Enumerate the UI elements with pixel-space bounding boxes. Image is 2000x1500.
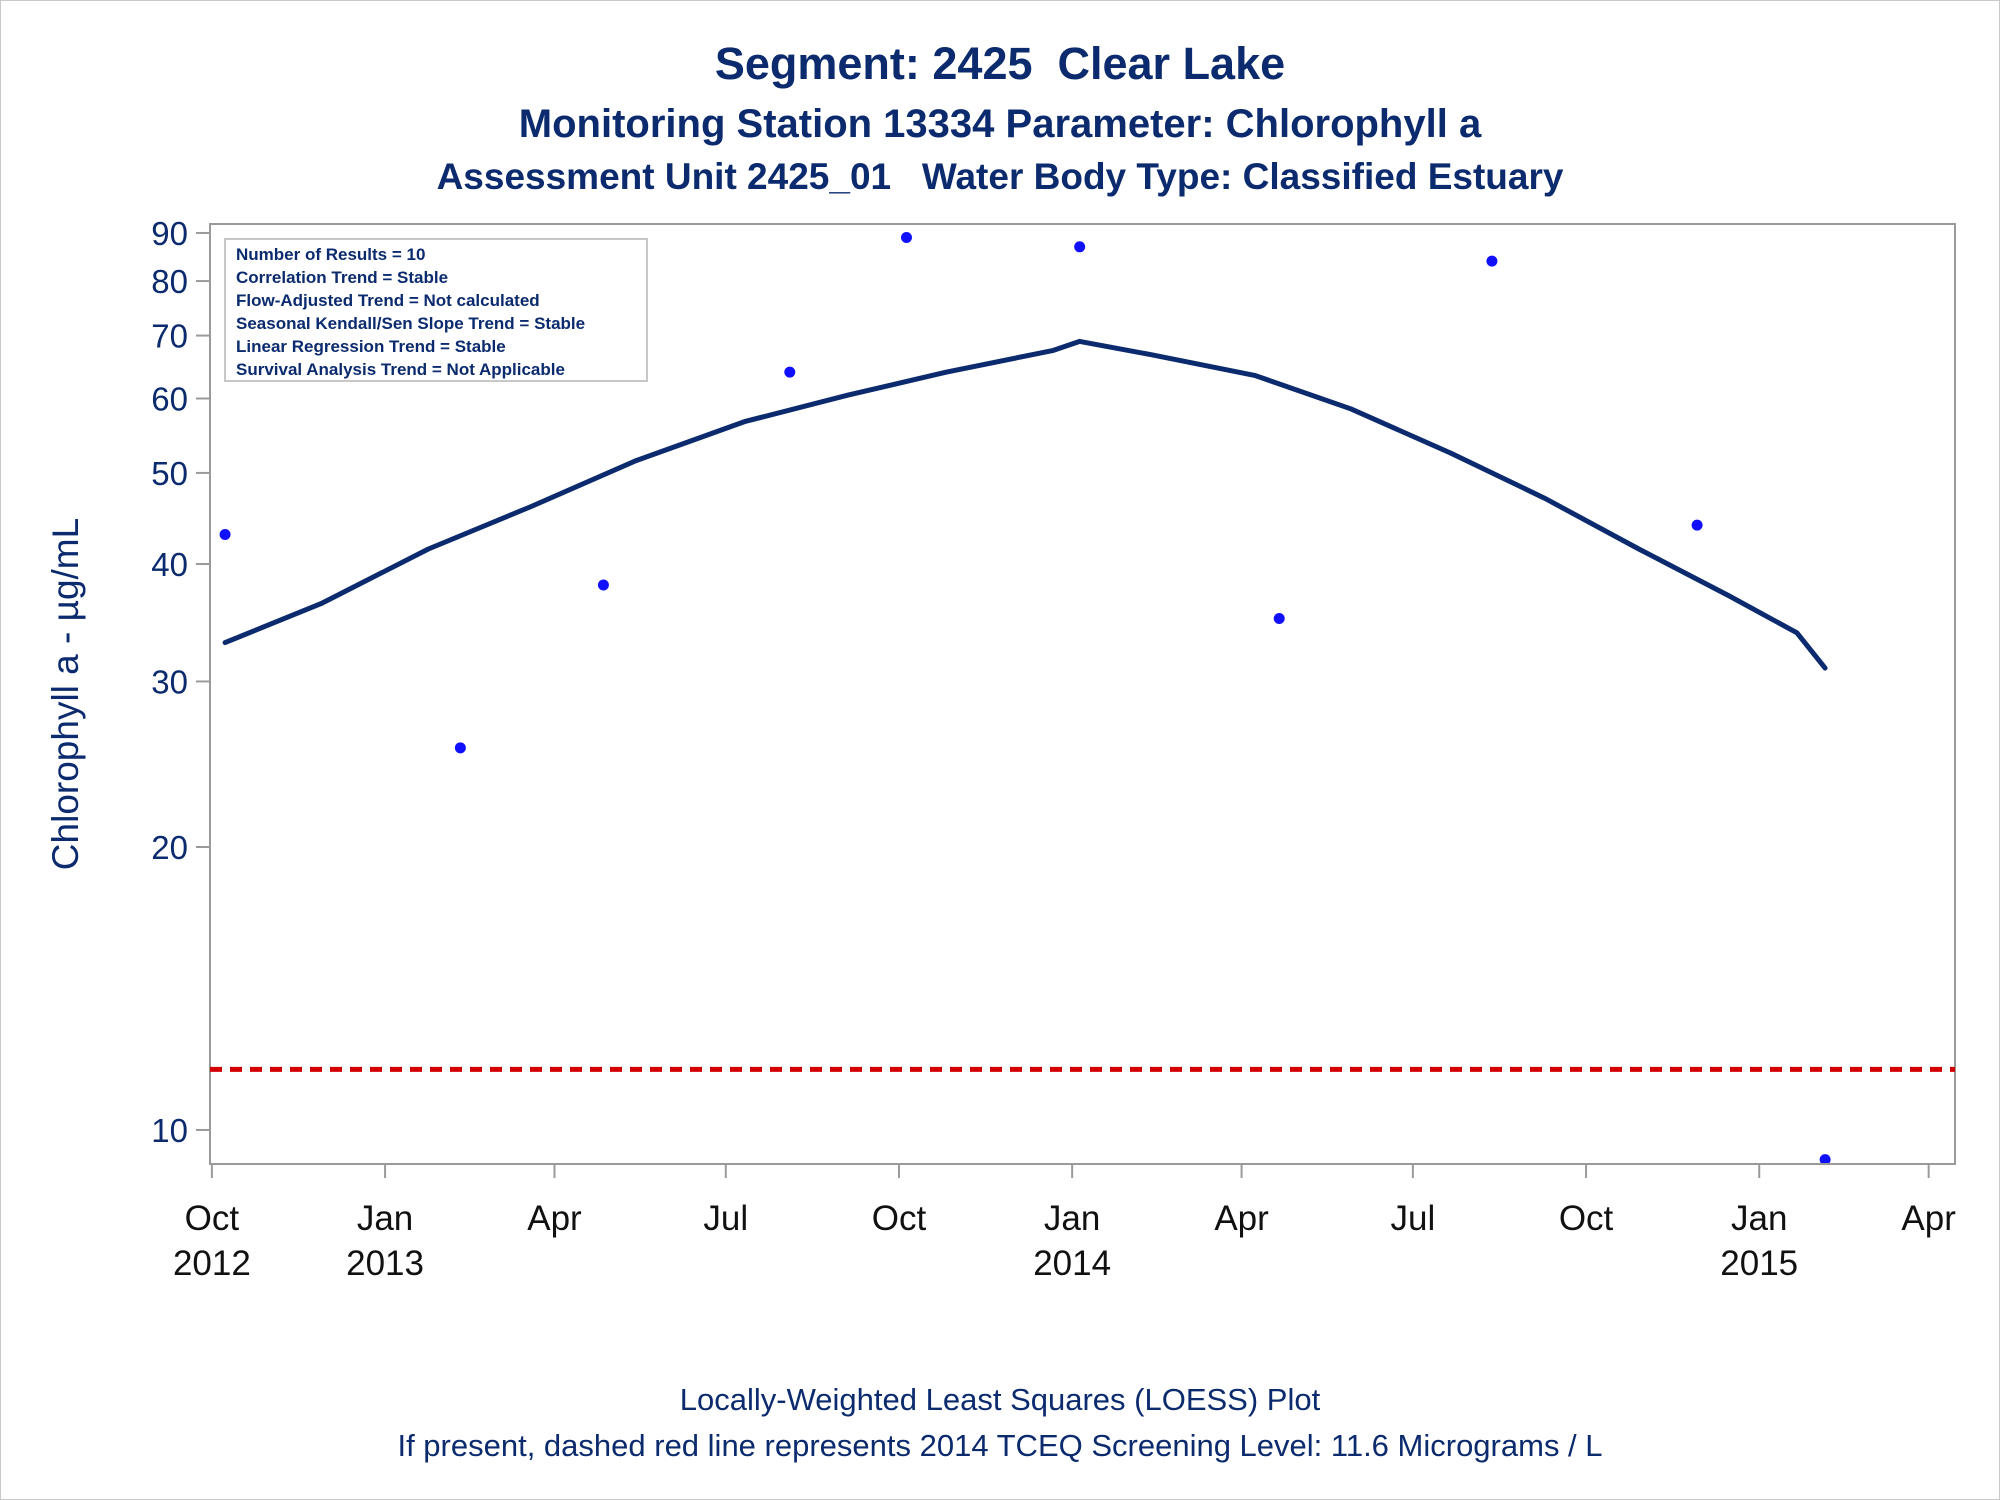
stats-line-3: Seasonal Kendall/Sen Slope Trend = Stabl… <box>236 314 585 333</box>
y-tick-label-70: 70 <box>151 318 188 355</box>
x-tick-label-0: Oct <box>185 1199 240 1238</box>
loess-layer <box>222 338 1828 671</box>
footnote-screening: If present, dashed red line represents 2… <box>397 1428 1603 1463</box>
data-point-3 <box>784 366 796 378</box>
x-tick-label-1: Jan <box>357 1199 413 1238</box>
y-tick-label-20: 20 <box>151 829 188 866</box>
y-axis: 10 20 30 40 50 60 70 80 90 <box>151 215 210 1149</box>
stats-line-4: Linear Regression Trend = Stable <box>236 337 506 356</box>
x-tick-label-10: Apr <box>1901 1199 1956 1238</box>
chart-subtitle: Monitoring Station 13334 Parameter: Chlo… <box>518 102 1482 146</box>
y-tick-label-60: 60 <box>151 380 188 417</box>
stats-line-1: Correlation Trend = Stable <box>236 268 448 287</box>
stats-line-5: Survival Analysis Trend = Not Applicable <box>236 360 565 379</box>
x-tick-label-8: Oct <box>1559 1199 1614 1238</box>
x-tick-label-2: Apr <box>527 1199 582 1238</box>
loess-curve <box>222 338 1828 671</box>
y-axis-label: Chlorophyll a - µg/mL <box>45 518 86 870</box>
y-tick-label-10: 10 <box>151 1112 188 1149</box>
x-tick-label-6: Apr <box>1214 1199 1269 1238</box>
stats-box-border <box>224 238 648 382</box>
stats-box: Number of Results = 10 Correlation Trend … <box>224 238 648 382</box>
data-point-6 <box>1273 613 1285 625</box>
x-tick-label-9: Jan <box>1731 1199 1787 1238</box>
x-tick-label-3: Jul <box>703 1199 748 1238</box>
stats-lines: Number of Results = 10 Correlation Trend … <box>236 245 585 379</box>
x-tick-year-label-5: 2014 <box>1033 1244 1111 1283</box>
chart-title: Segment: 2425 Clear Lake <box>714 38 1286 89</box>
x-tick-year-label-9: 2015 <box>1720 1244 1798 1283</box>
points-layer <box>219 232 1831 1166</box>
data-point-9 <box>1819 1154 1831 1166</box>
data-point-2 <box>597 579 609 591</box>
x-tick-year-label-1: 2013 <box>346 1244 424 1283</box>
chart-subtitle-2: Assessment Unit 2425_01 Water Body Type:… <box>436 156 1564 197</box>
x-tick-label-5: Jan <box>1044 1199 1100 1238</box>
x-axis: Oct 2012 Jan 2013 Apr Jul Oct Jan 2014 Apr Jul Oct J… <box>173 1163 1956 1283</box>
stats-line-0: Number of Results = 10 <box>236 245 425 264</box>
data-point-4 <box>900 232 912 244</box>
data-point-7 <box>1486 255 1498 267</box>
y-tick-label-50: 50 <box>151 455 188 492</box>
footnote-loess: Locally-Weighted Least Squares (LOESS) P… <box>679 1382 1321 1417</box>
stats-line-2: Flow-Adjusted Trend = Not calculated <box>236 291 540 310</box>
data-point-5 <box>1074 241 1086 253</box>
y-tick-label-30: 30 <box>151 663 188 700</box>
x-tick-year-label-0: 2012 <box>173 1244 251 1283</box>
x-tick-label-7: Jul <box>1390 1199 1435 1238</box>
y-tick-label-90: 90 <box>151 215 188 252</box>
y-tick-label-80: 80 <box>151 263 188 300</box>
data-point-0 <box>219 529 231 541</box>
data-point-1 <box>454 742 466 754</box>
x-tick-label-4: Oct <box>872 1199 927 1238</box>
data-point-8 <box>1691 519 1703 531</box>
y-tick-label-40: 40 <box>151 546 188 583</box>
